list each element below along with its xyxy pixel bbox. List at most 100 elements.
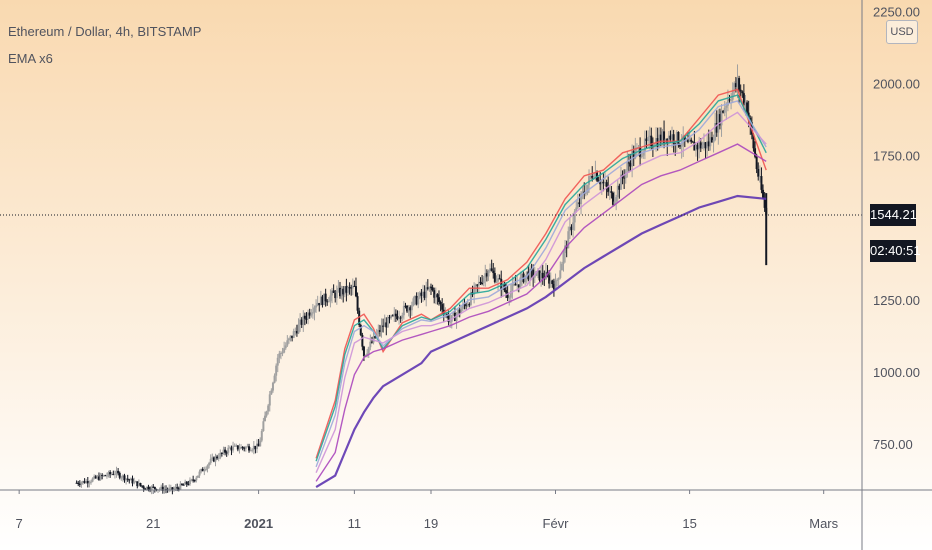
candle-body: [307, 312, 310, 320]
candle-body: [528, 268, 531, 280]
candle-body: [289, 335, 292, 339]
candle-body: [212, 457, 215, 462]
candle-body: [326, 301, 329, 303]
candle-body: [455, 314, 458, 321]
candle-body: [461, 304, 464, 309]
candle-body: [319, 296, 322, 306]
candle-body: [345, 286, 348, 293]
candle-body: [642, 151, 645, 156]
candle-body: [484, 273, 487, 278]
candle-body: [423, 291, 426, 298]
candle-body: [276, 357, 279, 366]
candle-body: [380, 325, 383, 332]
candle-body: [653, 146, 656, 148]
candle-body: [629, 163, 632, 167]
candle-body: [426, 287, 429, 289]
candle-body: [449, 321, 452, 323]
candle-body: [315, 305, 318, 308]
candle-body: [487, 271, 490, 277]
candle-body: [458, 309, 461, 313]
candle-body: [145, 486, 148, 490]
candle-body: [372, 336, 375, 343]
candle-body: [707, 141, 710, 147]
candle-body: [672, 134, 675, 144]
candle-body: [476, 284, 479, 286]
candle-body: [96, 476, 99, 479]
candle-body: [364, 355, 367, 357]
candle-body: [576, 202, 579, 208]
time-tick-label: 11: [348, 516, 362, 531]
candle-body: [605, 182, 608, 188]
ema-line-2: [315, 94, 767, 462]
candle-body: [578, 202, 581, 205]
candle-body: [498, 278, 501, 280]
symbol-title[interactable]: Ethereum / Dollar, 4h, BITSTAMP: [8, 24, 202, 39]
candle-body: [723, 107, 726, 113]
candle-body: [575, 207, 578, 212]
candle-body: [219, 452, 222, 458]
candle-body: [457, 309, 460, 315]
currency-button[interactable]: USD: [886, 20, 918, 44]
candle-body: [388, 317, 391, 319]
candle-body: [608, 191, 611, 193]
candle-body: [168, 488, 171, 490]
candle-body: [422, 291, 425, 296]
candle-body: [552, 284, 555, 290]
candle-body: [185, 481, 188, 485]
candle-body: [391, 315, 394, 317]
candle-body: [650, 135, 653, 147]
candle-body: [225, 452, 228, 454]
price-tick-label: 1750.00: [873, 149, 920, 164]
candle-body: [538, 270, 541, 281]
candle-body: [142, 486, 145, 489]
candle-body: [603, 182, 606, 184]
candle-body: [257, 443, 260, 447]
time-axis[interactable]: 7 21 2021 11 19 Févr 15 Mars: [16, 490, 839, 531]
candle-body: [203, 470, 206, 472]
price-axis[interactable]: 750.00 1000.00 1250.00 1750.00 2000.00 2250.0…: [873, 5, 920, 452]
time-tick-label: 7: [16, 516, 23, 531]
candle-body: [256, 443, 259, 450]
candle-body: [594, 172, 597, 178]
candle-body: [754, 148, 757, 157]
candle-body: [97, 476, 100, 480]
candle-body: [240, 446, 243, 449]
indicator-label[interactable]: EMA x6: [8, 51, 53, 66]
candle-body: [367, 347, 370, 354]
candle-body: [134, 481, 137, 483]
candle-body: [701, 145, 704, 149]
candle-body: [383, 322, 386, 327]
candle-body: [763, 197, 766, 208]
candle-body: [152, 486, 155, 488]
candle-body: [361, 334, 364, 347]
candle-body: [112, 473, 115, 475]
candle-body: [86, 481, 89, 484]
candle-body: [581, 191, 584, 194]
candle-body: [316, 303, 319, 306]
ema-line-1: [315, 88, 767, 459]
candle-body: [82, 480, 85, 483]
candle-body: [193, 480, 196, 482]
candle-body: [102, 475, 105, 477]
last-price-label: 1544.21: [870, 203, 917, 226]
candle-body: [428, 286, 431, 289]
candle-body: [351, 285, 354, 289]
candle-body: [137, 482, 140, 487]
candle-body: [520, 273, 523, 278]
candle-body: [568, 226, 571, 232]
candle-body: [690, 139, 693, 142]
candle-body: [297, 324, 300, 334]
candle-body: [308, 312, 311, 316]
candle-body: [271, 382, 274, 391]
candle-body: [313, 307, 316, 313]
candle-body: [414, 295, 417, 299]
candle-body: [161, 486, 164, 491]
candle-body: [243, 447, 246, 449]
candle-body: [610, 191, 613, 193]
ema-line-3: [315, 100, 767, 468]
candle-body: [323, 293, 326, 305]
candle-body: [437, 297, 440, 302]
candle-body: [343, 286, 346, 295]
